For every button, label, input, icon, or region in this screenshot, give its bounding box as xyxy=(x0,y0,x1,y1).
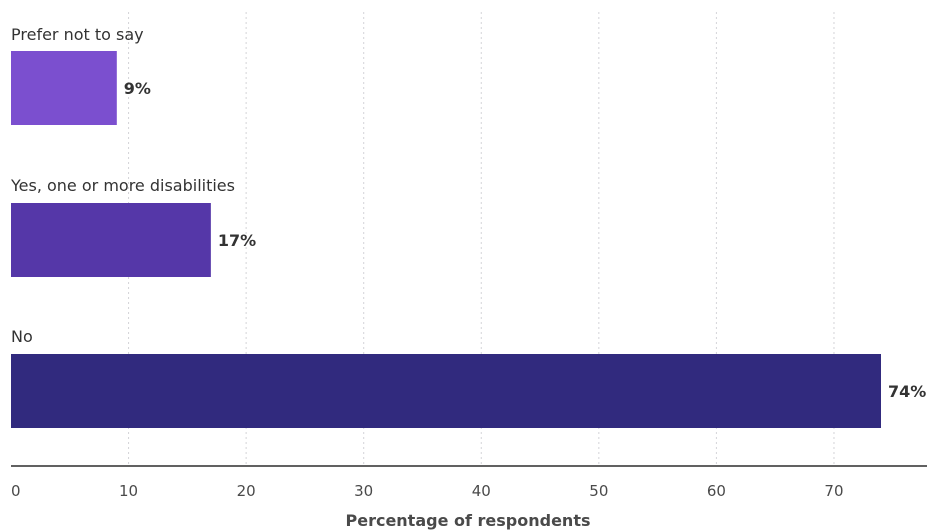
bar-0 xyxy=(11,51,117,125)
x-tick-label-20: 20 xyxy=(237,482,256,500)
x-tick-label-70: 70 xyxy=(824,482,843,500)
category-label-0: Prefer not to say xyxy=(11,25,144,44)
value-label-1: 17% xyxy=(218,231,256,250)
x-axis-ticks: 0 10 20 30 40 50 60 70 xyxy=(11,482,844,500)
x-axis-title: Percentage of respondents xyxy=(345,511,590,530)
value-label-0: 9% xyxy=(124,79,151,98)
x-tick-label-0: 0 xyxy=(11,482,21,500)
bars xyxy=(11,51,881,428)
x-tick-label-60: 60 xyxy=(707,482,726,500)
category-label-2: No xyxy=(11,327,33,346)
x-tick-label-40: 40 xyxy=(472,482,491,500)
category-label-1: Yes, one or more disabilities xyxy=(10,176,235,195)
value-label-2: 74% xyxy=(888,382,926,401)
bar-1 xyxy=(11,203,211,277)
x-tick-label-50: 50 xyxy=(589,482,608,500)
grid-lines xyxy=(128,12,835,466)
labels: Prefer not to say 9% Yes, one or more disa… xyxy=(10,25,926,401)
x-tick-label-10: 10 xyxy=(119,482,138,500)
x-tick-label-30: 30 xyxy=(354,482,373,500)
bar-2 xyxy=(11,354,881,428)
